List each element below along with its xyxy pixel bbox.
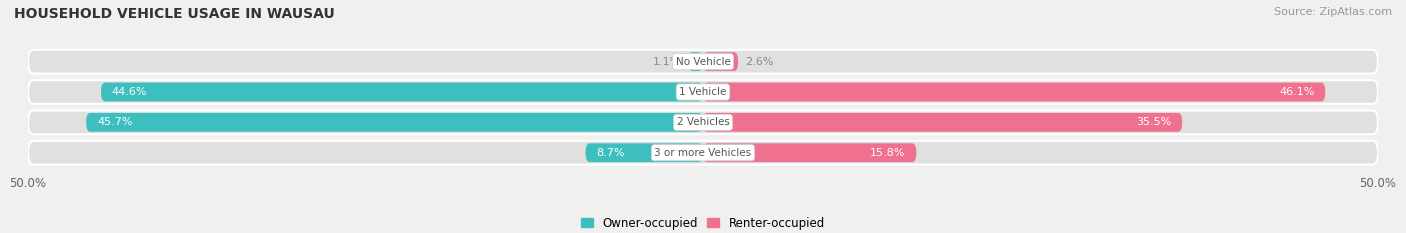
FancyBboxPatch shape bbox=[688, 52, 703, 71]
Text: 35.5%: 35.5% bbox=[1136, 117, 1171, 127]
FancyBboxPatch shape bbox=[585, 143, 703, 162]
Text: No Vehicle: No Vehicle bbox=[675, 57, 731, 67]
FancyBboxPatch shape bbox=[703, 113, 1182, 132]
Text: 45.7%: 45.7% bbox=[97, 117, 132, 127]
Text: 1.1%: 1.1% bbox=[654, 57, 682, 67]
FancyBboxPatch shape bbox=[28, 141, 1378, 164]
Text: HOUSEHOLD VEHICLE USAGE IN WAUSAU: HOUSEHOLD VEHICLE USAGE IN WAUSAU bbox=[14, 7, 335, 21]
Legend: Owner-occupied, Renter-occupied: Owner-occupied, Renter-occupied bbox=[576, 212, 830, 233]
FancyBboxPatch shape bbox=[28, 110, 1378, 134]
FancyBboxPatch shape bbox=[703, 83, 1326, 101]
Text: 46.1%: 46.1% bbox=[1279, 87, 1315, 97]
Text: 15.8%: 15.8% bbox=[870, 148, 905, 158]
FancyBboxPatch shape bbox=[28, 50, 1378, 73]
Text: 3 or more Vehicles: 3 or more Vehicles bbox=[654, 148, 752, 158]
Text: 8.7%: 8.7% bbox=[596, 148, 624, 158]
FancyBboxPatch shape bbox=[703, 143, 917, 162]
FancyBboxPatch shape bbox=[101, 83, 703, 101]
Text: 1 Vehicle: 1 Vehicle bbox=[679, 87, 727, 97]
Text: Source: ZipAtlas.com: Source: ZipAtlas.com bbox=[1274, 7, 1392, 17]
FancyBboxPatch shape bbox=[28, 80, 1378, 104]
Text: 2 Vehicles: 2 Vehicles bbox=[676, 117, 730, 127]
Text: 2.6%: 2.6% bbox=[745, 57, 773, 67]
Text: 44.6%: 44.6% bbox=[112, 87, 148, 97]
FancyBboxPatch shape bbox=[86, 113, 703, 132]
FancyBboxPatch shape bbox=[703, 52, 738, 71]
